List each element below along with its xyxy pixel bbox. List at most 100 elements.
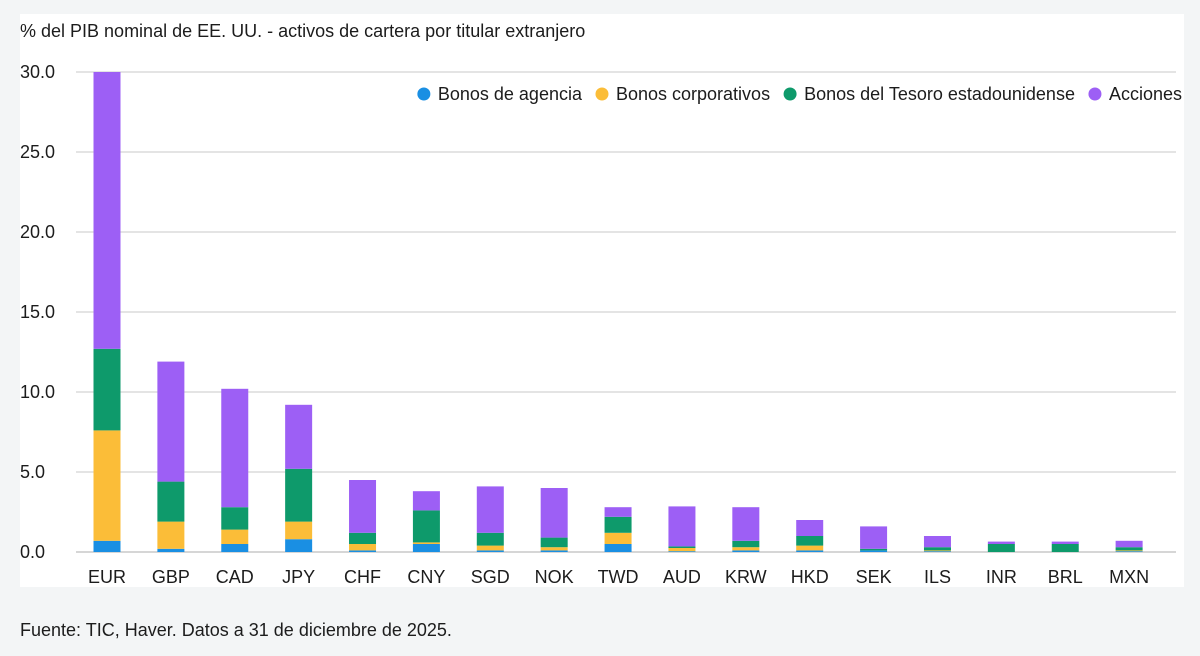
bar-segment bbox=[476, 532, 504, 546]
bar-stack-krw bbox=[732, 507, 760, 552]
legend-label: Bonos corporativos bbox=[616, 84, 770, 104]
bar-segment bbox=[221, 388, 249, 508]
bar-segment bbox=[412, 542, 440, 544]
bar-stack-jpy bbox=[285, 404, 313, 552]
bar-segment bbox=[412, 544, 440, 552]
bar-segment bbox=[349, 550, 377, 552]
legend-swatch bbox=[417, 87, 431, 101]
bar-segment bbox=[476, 545, 504, 551]
bar-stack-chf bbox=[349, 480, 377, 552]
bar-stack-sgd bbox=[476, 486, 504, 552]
x-tick-label: CHF bbox=[344, 567, 381, 587]
y-axis-ticks: 0.0 5.0 10.0 15.0 20.0 25.0 30.0 bbox=[20, 62, 55, 562]
bar-segment bbox=[476, 550, 504, 552]
y-tick-label: 30.0 bbox=[20, 62, 55, 82]
bar-segment bbox=[923, 547, 951, 551]
bar-segment bbox=[1115, 547, 1143, 551]
bar-segment bbox=[668, 548, 696, 552]
x-tick-label: MXN bbox=[1109, 567, 1149, 587]
legend-label: Bonos de agencia bbox=[438, 84, 583, 104]
bar-stack-nok bbox=[540, 488, 568, 552]
bar-segment bbox=[732, 540, 760, 548]
bar-segment bbox=[285, 521, 313, 540]
bar-segment bbox=[476, 486, 504, 533]
bar-segment bbox=[668, 506, 696, 547]
x-tick-label: TWD bbox=[598, 567, 639, 587]
bar-segment bbox=[732, 547, 760, 551]
bar-segment bbox=[923, 550, 951, 552]
bar-segment bbox=[987, 541, 1015, 544]
y-tick-label: 5.0 bbox=[20, 462, 45, 482]
bar-stack-cny bbox=[412, 491, 440, 552]
bar-segment bbox=[349, 544, 377, 551]
bar-segment bbox=[1051, 544, 1079, 552]
bar-segment bbox=[1115, 550, 1143, 552]
x-tick-label: AUD bbox=[663, 567, 701, 587]
bar-segment bbox=[732, 507, 760, 541]
bar-stack-gbp bbox=[157, 361, 185, 552]
bar-segment bbox=[93, 430, 121, 541]
bar-segment bbox=[285, 404, 313, 469]
bar-segment bbox=[221, 507, 249, 530]
bar-segment bbox=[604, 507, 632, 517]
legend-label: Bonos del Tesoro estadounidense bbox=[804, 84, 1075, 104]
x-tick-label: ILS bbox=[924, 567, 951, 587]
bar-segment bbox=[157, 521, 185, 549]
chart-title: % del PIB nominal de EE. UU. - activos d… bbox=[20, 21, 586, 41]
legend-item: Acciones bbox=[1088, 84, 1182, 104]
bar-segment bbox=[93, 72, 121, 349]
x-tick-label: SGD bbox=[471, 567, 510, 587]
bar-stack-ils bbox=[923, 536, 951, 552]
legend-swatch bbox=[1088, 87, 1102, 101]
x-tick-label: NOK bbox=[535, 567, 574, 587]
x-tick-label: HKD bbox=[791, 567, 829, 587]
bar-stack-twd bbox=[604, 507, 632, 552]
bars bbox=[93, 72, 1143, 552]
bar-segment bbox=[796, 550, 824, 552]
bar-stack-cad bbox=[221, 388, 249, 552]
bar-segment bbox=[1115, 540, 1143, 548]
legend-item: Bonos de agencia bbox=[417, 84, 583, 104]
bar-segment bbox=[93, 540, 121, 552]
x-tick-label: INR bbox=[986, 567, 1017, 587]
bar-segment bbox=[157, 481, 185, 522]
y-tick-label: 25.0 bbox=[20, 142, 55, 162]
bar-segment bbox=[796, 536, 824, 546]
bar-segment bbox=[540, 488, 568, 538]
source-note: Fuente: TIC, Haver. Datos a 31 de diciem… bbox=[20, 620, 452, 640]
x-tick-label: CAD bbox=[216, 567, 254, 587]
bar-segment bbox=[604, 544, 632, 552]
bar-stack-eur bbox=[93, 72, 121, 552]
bar-segment bbox=[987, 544, 1015, 552]
bar-segment bbox=[540, 537, 568, 548]
x-tick-label: JPY bbox=[282, 567, 315, 587]
bar-segment bbox=[604, 516, 632, 533]
legend-item: Bonos del Tesoro estadounidense bbox=[783, 84, 1075, 104]
y-tick-label: 20.0 bbox=[20, 222, 55, 242]
bar-segment bbox=[540, 550, 568, 552]
bar-segment bbox=[412, 510, 440, 543]
bar-stack-inr bbox=[987, 541, 1015, 552]
y-tick-label: 10.0 bbox=[20, 382, 55, 402]
bar-segment bbox=[604, 532, 632, 544]
x-tick-label: BRL bbox=[1048, 567, 1083, 587]
bar-stack-brl bbox=[1051, 541, 1079, 552]
bar-segment bbox=[1115, 551, 1143, 552]
bar-segment bbox=[221, 529, 249, 544]
legend-label: Acciones bbox=[1109, 84, 1182, 104]
bar-segment bbox=[732, 550, 760, 552]
bar-segment bbox=[1051, 541, 1079, 544]
bar-stack-mxn bbox=[1115, 540, 1143, 552]
legend-item: Bonos corporativos bbox=[595, 84, 770, 104]
bar-stack-sek bbox=[860, 526, 888, 552]
chart-panel bbox=[20, 14, 1184, 587]
y-tick-label: 15.0 bbox=[20, 302, 55, 322]
bar-segment bbox=[796, 520, 824, 536]
bar-segment bbox=[157, 361, 185, 482]
bar-segment bbox=[668, 546, 696, 548]
x-tick-label: KRW bbox=[725, 567, 767, 587]
x-tick-label: EUR bbox=[88, 567, 126, 587]
bar-segment bbox=[349, 480, 377, 533]
bar-segment bbox=[285, 468, 313, 522]
